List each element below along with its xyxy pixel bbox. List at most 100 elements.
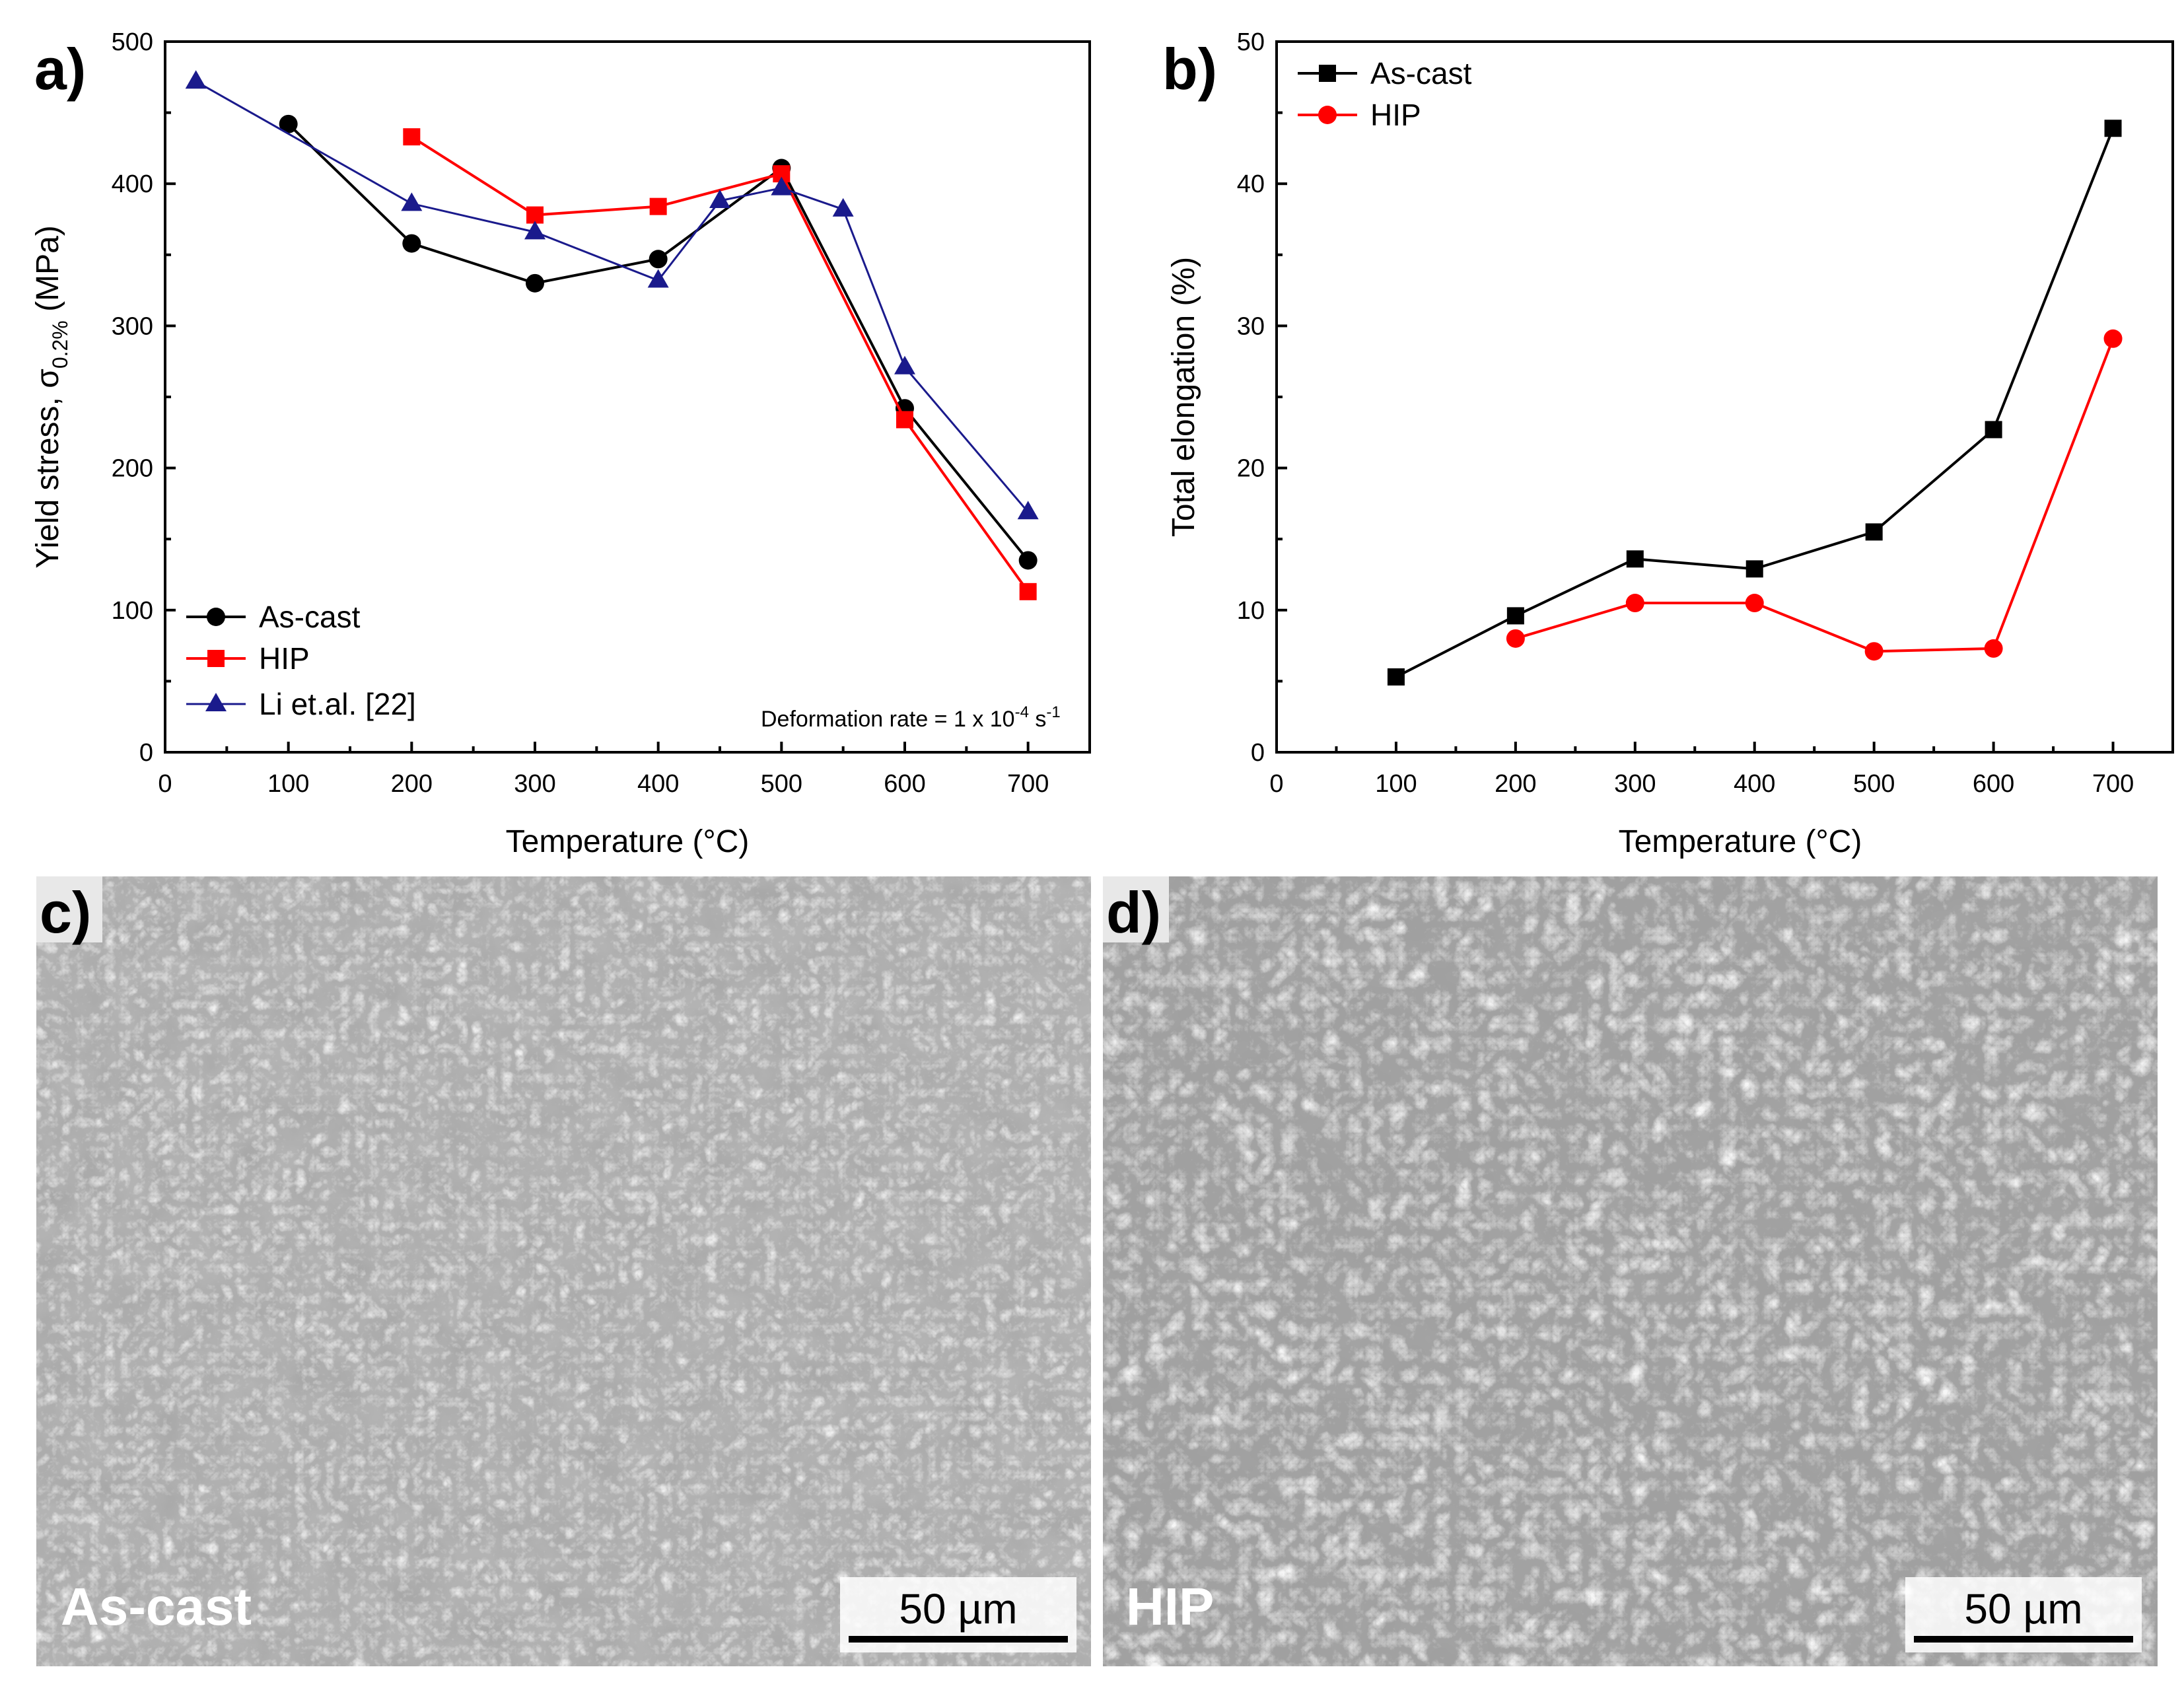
x-axis-label-a-main: Temperature ( [506, 824, 703, 859]
note-unit-exp: -1 [1046, 703, 1060, 721]
series-line-a-2 [195, 80, 1029, 513]
data-point-a-0-0 [279, 114, 298, 133]
y-tick-label-b-2: 20 [1237, 455, 1265, 483]
data-point-a-2-1 [401, 192, 423, 211]
panel-b: b) 0 100 200 300 400 500 600 700 0 10 20 30 40 50 Tem… [1162, 28, 2174, 859]
data-point-b-0-1 [1506, 607, 1524, 625]
data-point-a-2-0 [185, 70, 207, 89]
data-point-a-0-2 [526, 273, 544, 293]
y-tick-label-a-1: 100 [112, 597, 153, 625]
x-axis-label-b: Temperature (°C) [1619, 824, 1862, 859]
x-tick-label-b-2: 200 [1495, 770, 1536, 798]
legend-a-label-1: HIP [259, 641, 310, 676]
x-axis-label-a-unit: C) [716, 824, 750, 859]
data-point-b-1-4 [1984, 639, 2003, 658]
y-tick-label-b-0: 0 [1251, 739, 1265, 767]
y-axis-label-b: Total elongation (%) [1166, 257, 1201, 537]
legend-b-marker-1 [1318, 106, 1337, 124]
micrograph-d: d) HIP 50 µm [1103, 876, 2158, 1666]
data-point-a-0-1 [402, 234, 421, 253]
data-point-a-1-5 [1019, 583, 1037, 600]
data-point-b-1-0 [1506, 629, 1525, 648]
x-tick-label-b-0: 0 [1269, 770, 1283, 798]
x-tick-label-b-6: 600 [1973, 770, 2014, 798]
y-tick-label-a-2: 200 [112, 455, 153, 483]
data-point-b-1-2 [1745, 594, 1764, 613]
x-tick-label-a-3: 300 [514, 770, 555, 798]
y-tick-label-b-3: 30 [1237, 312, 1265, 340]
x-tick-label-a-7: 700 [1007, 770, 1049, 798]
legend-a-label-0: As-cast [259, 600, 361, 634]
data-point-a-0-6 [1018, 551, 1038, 570]
legend-a-label-2: Li et.al. [22] [259, 687, 416, 721]
y-axis-label-a: Yield stress, σ0.2% (MPa) [30, 225, 72, 569]
data-point-a-2-8 [1017, 501, 1039, 520]
data-point-a-2-6 [832, 197, 854, 217]
data-point-a-2-4 [709, 190, 730, 209]
x-tick-label-b-7: 700 [2092, 770, 2134, 798]
legend-a-marker-1 [207, 650, 225, 667]
x-tick-label-a-2: 200 [391, 770, 433, 798]
x-axis-label-b-main: Temperature ( [1619, 824, 1816, 859]
x-tick-label-a-1: 100 [267, 770, 309, 798]
deformation-rate-note: Deformation rate = 1 x 10-4 s-1 [761, 703, 1061, 732]
x-tick-label-a-6: 600 [884, 770, 925, 798]
panel-label-c-box [36, 876, 102, 942]
panel-label-a: a) [34, 36, 86, 102]
panel-label-d-box [1103, 876, 1169, 942]
micrograph-d-texture-grains [1103, 876, 2158, 1666]
y-axis-label-a-main: Yield stress, σ [30, 369, 65, 569]
x-axis-label-a: Temperature (°C) [506, 824, 750, 859]
series-line-b-1 [1515, 338, 2115, 653]
data-point-a-1-4 [896, 411, 913, 429]
legend-b: As-cast HIP [1298, 56, 1472, 132]
y-tick-label-a-0: 0 [139, 739, 153, 767]
data-point-a-2-2 [524, 221, 546, 240]
data-point-b-1-3 [1864, 642, 1884, 661]
note-main: Deformation rate = 1 x 10 [761, 707, 1015, 732]
x-tick-label-b-3: 300 [1614, 770, 1656, 798]
data-point-a-0-3 [649, 250, 668, 269]
data-point-b-0-0 [1387, 668, 1405, 686]
panel-label-c: c) [40, 880, 91, 945]
legend-b-marker-0 [1319, 65, 1336, 82]
scale-bar-c-label: 50 µm [899, 1585, 1017, 1633]
panel-label-b: b) [1162, 36, 1217, 102]
axis-ticks-a: 0 100 200 300 400 500 600 700 0 100 200 300 400 500 [112, 28, 1049, 798]
y-tick-label-a-5: 500 [112, 28, 153, 56]
legend-a-marker-0 [207, 608, 225, 626]
y-tick-label-b-4: 40 [1237, 170, 1265, 198]
micrograph-c-label: As-cast [61, 1577, 252, 1636]
series-line-a-0 [287, 123, 1030, 561]
axis-ticks-b: 0 100 200 300 400 500 600 700 0 10 20 30 40 50 [1237, 28, 2134, 798]
y-axis-label-a-unit: (MPa) [30, 225, 65, 320]
x-axis-label-b-degree: ° [1815, 824, 1828, 859]
scale-bar-d [1914, 1636, 2133, 1643]
y-tick-label-b-5: 50 [1237, 28, 1265, 56]
y-axis-label-a-sub: 0.2% [48, 320, 72, 369]
micrograph-d-label: HIP [1126, 1577, 1214, 1636]
data-point-a-2-5 [771, 176, 793, 195]
data-point-b-1-1 [1625, 594, 1644, 613]
data-point-b-0-5 [1985, 421, 2002, 439]
note-unit: s [1029, 707, 1046, 732]
scale-bar-c [849, 1636, 1068, 1643]
y-tick-label-a-4: 400 [112, 170, 153, 198]
legend-b-label-1: HIP [1370, 98, 1421, 132]
data-point-a-2-3 [647, 269, 669, 288]
legend-a-marker-2 [205, 693, 227, 711]
data-point-b-0-4 [1865, 523, 1883, 541]
data-point-b-1-5 [2103, 329, 2123, 348]
panel-a: a) 0 100 200 300 400 500 600 700 0 100 200 300 400 50… [30, 28, 1091, 859]
x-axis-label-b-unit: C) [1829, 824, 1862, 859]
micrograph-c: c) As-cast 50 µm [36, 876, 1091, 1666]
y-tick-label-b-1: 10 [1237, 597, 1265, 625]
x-tick-label-b-4: 400 [1734, 770, 1775, 798]
micrograph-c-texture-ridges [36, 876, 1091, 1666]
x-tick-label-b-1: 100 [1375, 770, 1417, 798]
data-point-a-1-2 [649, 197, 667, 215]
x-tick-label-a-4: 400 [637, 770, 679, 798]
panel-label-d: d) [1106, 880, 1161, 945]
data-point-b-0-2 [1626, 550, 1644, 568]
